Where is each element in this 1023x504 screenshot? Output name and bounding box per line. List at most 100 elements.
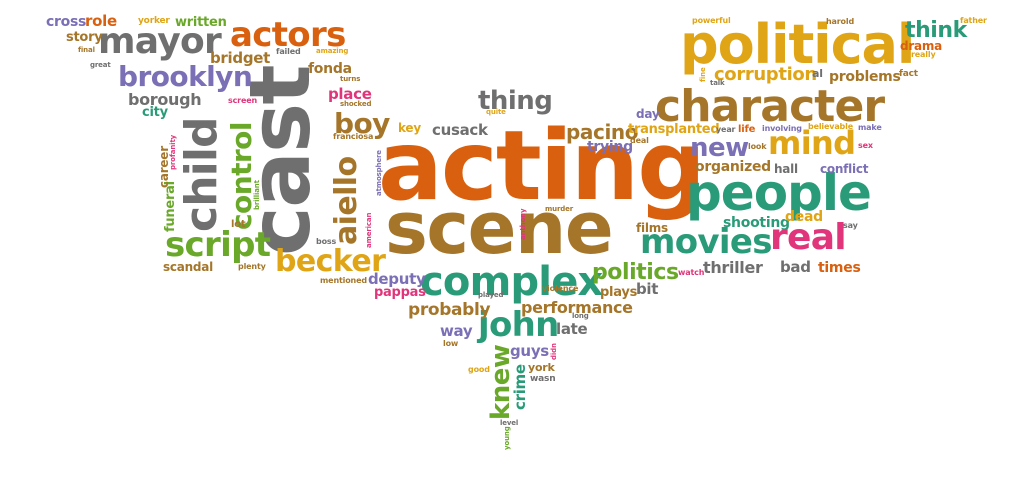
word-failed: failed xyxy=(276,47,301,56)
word-american: american xyxy=(365,212,373,248)
word-thriller: thriller xyxy=(703,258,763,277)
word-lot: lot xyxy=(231,219,246,230)
word-mind: mind xyxy=(768,124,856,162)
word-talk: talk xyxy=(710,79,725,87)
word-deputy: deputy xyxy=(368,270,426,288)
word-young: young xyxy=(503,426,511,450)
word-bit: bit xyxy=(636,280,659,298)
word-conflict: conflict xyxy=(820,162,869,176)
word-shooting: shooting xyxy=(723,215,790,231)
word-amazing: amazing xyxy=(316,47,349,55)
word-mentioned: mentioned xyxy=(320,276,367,285)
word-fact: fact xyxy=(899,69,918,79)
word-trying: trying xyxy=(587,139,633,155)
word-plays: plays xyxy=(600,285,638,300)
word-fonda: fonda xyxy=(308,61,352,77)
word-transplanted: transplanted xyxy=(628,122,720,137)
word-scandal: scandal xyxy=(163,260,214,274)
word-harold: harold xyxy=(826,17,855,26)
word-cross: cross xyxy=(46,14,87,30)
word-screen: screen xyxy=(228,96,258,105)
word-father: father xyxy=(960,16,987,25)
word-sex: sex xyxy=(858,141,873,150)
word-boy: boy xyxy=(334,107,390,140)
word-john: john xyxy=(478,305,559,345)
word-really: really xyxy=(911,50,936,59)
word-wasn: wasn xyxy=(530,374,556,384)
word-murder: murder xyxy=(545,205,574,213)
word-profanity: profanity xyxy=(169,134,177,170)
word-organized: organized xyxy=(695,159,771,175)
word-say: say xyxy=(843,221,858,230)
word-deal: deal xyxy=(630,136,649,145)
word-level: level xyxy=(500,419,519,427)
word-turns: turns xyxy=(340,75,361,83)
word-story: story xyxy=(66,30,103,45)
word-fine: fine xyxy=(699,67,707,82)
word-watch: watch xyxy=(678,268,705,277)
word-films: films xyxy=(636,221,668,235)
word-thing: thing xyxy=(478,86,553,116)
word-performance: performance xyxy=(521,298,633,317)
word-way: way xyxy=(440,322,473,340)
word-mayor: mayor xyxy=(98,21,222,62)
word-brilliant: brilliant xyxy=(253,180,261,210)
word-day: day xyxy=(636,107,660,121)
word-played: played xyxy=(478,291,504,299)
word-great: great xyxy=(90,61,111,69)
word-life: life xyxy=(738,124,756,135)
word-long: long xyxy=(572,312,589,320)
word-control: control xyxy=(225,122,258,230)
word-politics: politics xyxy=(592,260,679,285)
word-franciosa: franciosa xyxy=(333,132,374,141)
word-drama: drama xyxy=(900,39,943,53)
word-cusack: cusack xyxy=(432,121,488,139)
word-real: real xyxy=(770,217,847,258)
word-character: character xyxy=(655,81,885,132)
word-city: city xyxy=(142,105,168,120)
word-didn: didn xyxy=(550,343,558,360)
word-quite: quite xyxy=(486,108,506,116)
word-people: people xyxy=(686,164,872,222)
word-york: york xyxy=(528,361,555,374)
word-scene: scene xyxy=(385,186,614,270)
word-low: low xyxy=(443,339,459,348)
word-look: look xyxy=(748,142,767,151)
word-place: place xyxy=(328,85,372,103)
word-political: political xyxy=(680,13,915,76)
word-pacino: pacino xyxy=(566,120,639,144)
word-hall: hall xyxy=(774,162,798,176)
word-script: script xyxy=(165,225,271,265)
word-atmosphere: atmosphere xyxy=(375,150,383,196)
word-think: think xyxy=(905,18,967,43)
word-brooklyn: brooklyn xyxy=(118,60,253,93)
word-anthony: anthony xyxy=(519,208,527,240)
word-funeral: funeral xyxy=(163,181,178,232)
word-violence: violence xyxy=(542,284,579,293)
word-shocked: shocked xyxy=(340,100,372,108)
word-good: good xyxy=(468,365,490,374)
word-final: final xyxy=(78,46,95,54)
word-believable: believable xyxy=(808,122,853,131)
word-dead: dead xyxy=(785,209,823,225)
word-new: new xyxy=(690,133,749,163)
word-movies: movies xyxy=(640,222,773,262)
word-yorker: yorker xyxy=(138,16,170,26)
word-bridget: bridget xyxy=(210,49,270,67)
word-written: written xyxy=(175,15,227,30)
word-late: late xyxy=(556,320,588,338)
word-complex: complex xyxy=(420,259,603,305)
word-key: key xyxy=(398,121,421,135)
word-al: al xyxy=(812,67,823,80)
word-acting: acting xyxy=(378,110,706,222)
word-boss: boss xyxy=(316,237,337,246)
word-problems: problems xyxy=(829,69,901,85)
word-powerful: powerful xyxy=(692,16,731,25)
word-plenty: plenty xyxy=(238,262,266,271)
word-make: make xyxy=(858,123,882,132)
word-aiello: aiello xyxy=(329,156,364,245)
word-borough: borough xyxy=(128,90,202,109)
word-bad: bad xyxy=(780,258,811,276)
word-child: child xyxy=(176,117,227,232)
